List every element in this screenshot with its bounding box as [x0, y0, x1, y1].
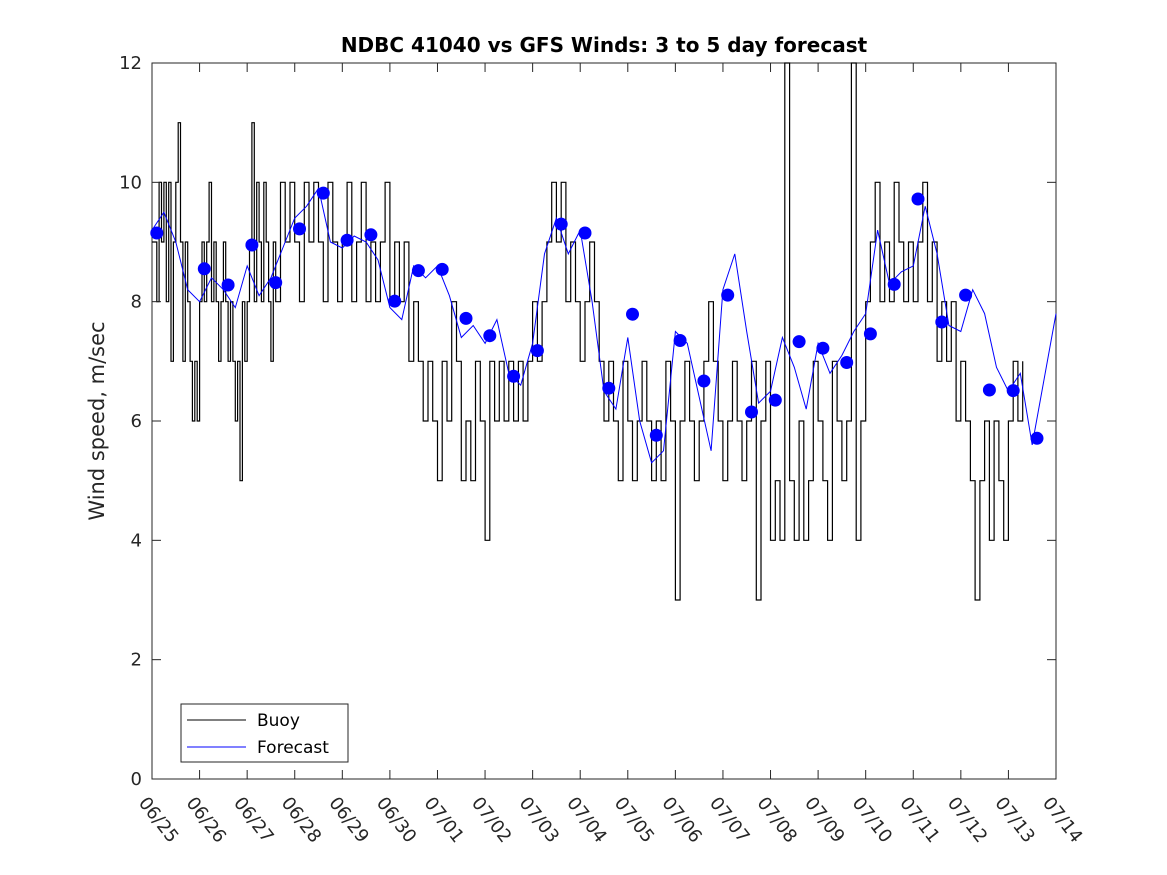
forecast-marker	[197, 262, 211, 276]
y-tick-label: 8	[131, 292, 142, 313]
forecast-marker	[578, 226, 592, 240]
forecast-marker	[459, 311, 473, 325]
forecast-marker	[673, 334, 687, 347]
forecast-marker	[602, 381, 616, 395]
forecast-marker	[388, 294, 402, 308]
legend-box	[180, 703, 349, 763]
forecast-marker	[887, 277, 901, 291]
forecast-marker	[507, 369, 521, 383]
forecast-marker	[911, 192, 925, 206]
legend-forecast-label: Forecast	[257, 738, 329, 758]
forecast-marker	[721, 288, 735, 302]
forecast-marker	[649, 428, 663, 442]
forecast-marker	[745, 405, 758, 419]
forecast-marker	[959, 288, 973, 302]
forecast-marker	[340, 233, 354, 247]
forecast-marker	[530, 344, 544, 358]
y-axis-label: Wind speed, m/sec	[85, 321, 109, 520]
forecast-marker	[1030, 431, 1044, 445]
forecast-marker	[221, 278, 235, 292]
forecast-marker	[554, 217, 568, 231]
forecast-marker	[316, 186, 330, 200]
forecast-marker	[411, 264, 425, 278]
y-tick-label: 12	[119, 53, 142, 74]
forecast-marker	[435, 262, 449, 276]
forecast-marker	[245, 238, 259, 252]
forecast-marker	[768, 393, 782, 407]
y-tick-label: 2	[131, 650, 142, 671]
chart-title: NDBC 41040 vs GFS Winds: 3 to 5 day fore…	[341, 33, 868, 57]
forecast-marker	[150, 226, 164, 240]
forecast-marker	[863, 327, 877, 341]
forecast-marker	[483, 329, 497, 343]
forecast-marker	[935, 315, 949, 329]
y-tick-label: 4	[131, 530, 142, 551]
forecast-marker	[816, 341, 830, 355]
forecast-marker	[1006, 384, 1020, 398]
y-tick-label: 10	[119, 172, 142, 193]
y-tick-label: 6	[131, 411, 142, 432]
legend-buoy-label: Buoy	[257, 711, 300, 731]
y-tick-label: 0	[131, 769, 142, 790]
forecast-marker	[626, 307, 639, 321]
legend: Buoy Forecast	[180, 703, 349, 763]
forecast-marker	[792, 335, 806, 349]
forecast-marker	[269, 276, 283, 290]
forecast-marker	[293, 222, 306, 236]
forecast-marker	[840, 356, 854, 369]
forecast-marker	[364, 228, 378, 242]
forecast-marker	[697, 374, 711, 388]
forecast-marker	[982, 383, 996, 397]
